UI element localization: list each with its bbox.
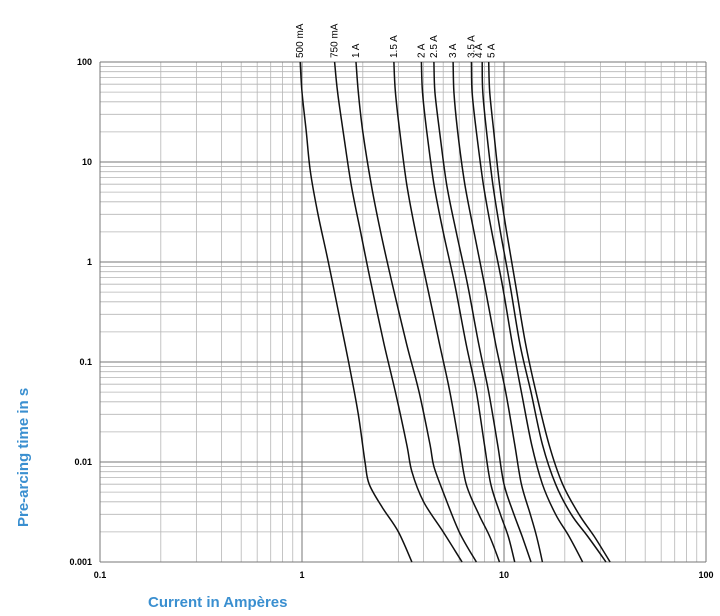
curve-3-5-a	[470, 61, 584, 563]
x-tick-label: 0.1	[94, 570, 107, 580]
curve-2-a	[420, 61, 516, 563]
curve-label: 500 mA	[295, 23, 306, 58]
curve-label: 4 A	[474, 43, 485, 58]
curve-2-5-a	[433, 61, 532, 563]
x-axis-label: Current in Ampères	[148, 594, 288, 611]
plot-background	[100, 62, 706, 562]
x-tick-label: 100	[698, 570, 713, 580]
curve-label: 750 mA	[330, 23, 341, 58]
y-tick-label: 1	[87, 257, 92, 267]
curve-1-a	[355, 61, 478, 563]
curve-1-5-a	[393, 61, 501, 563]
curve-750-ma	[333, 61, 463, 563]
curve-label: 5 A	[487, 43, 498, 58]
curve-label: 3 A	[448, 43, 459, 58]
fuse-curves	[299, 61, 611, 563]
y-tick-label: 0.01	[74, 457, 92, 467]
curve-label: 1.5 A	[389, 35, 400, 58]
curve-label: 2.5 A	[429, 35, 440, 58]
curve-3-a	[452, 61, 544, 563]
curve-label: 1 A	[351, 43, 362, 58]
y-tick-label: 100	[77, 57, 92, 67]
curve-5-a	[487, 61, 611, 563]
y-tick-label: 0.1	[79, 357, 92, 367]
curve-500-ma	[299, 61, 413, 563]
curve-label: 3.5 A	[466, 35, 477, 58]
curve-4-a	[481, 61, 607, 563]
x-tick-label: 10	[499, 570, 509, 580]
y-tick-label: 0.001	[69, 557, 92, 567]
minor-gridlines	[100, 62, 706, 562]
curve-label: 2 A	[416, 43, 427, 58]
y-axis-label: Pre-arcing time in s	[15, 387, 32, 527]
x-tick-labels: 0.1 1 10 100	[94, 570, 714, 580]
x-tick-label: 1	[299, 570, 304, 580]
y-tick-labels: 0.001 0.01 0.1 1 10 100	[69, 57, 92, 567]
y-tick-label: 10	[82, 157, 92, 167]
